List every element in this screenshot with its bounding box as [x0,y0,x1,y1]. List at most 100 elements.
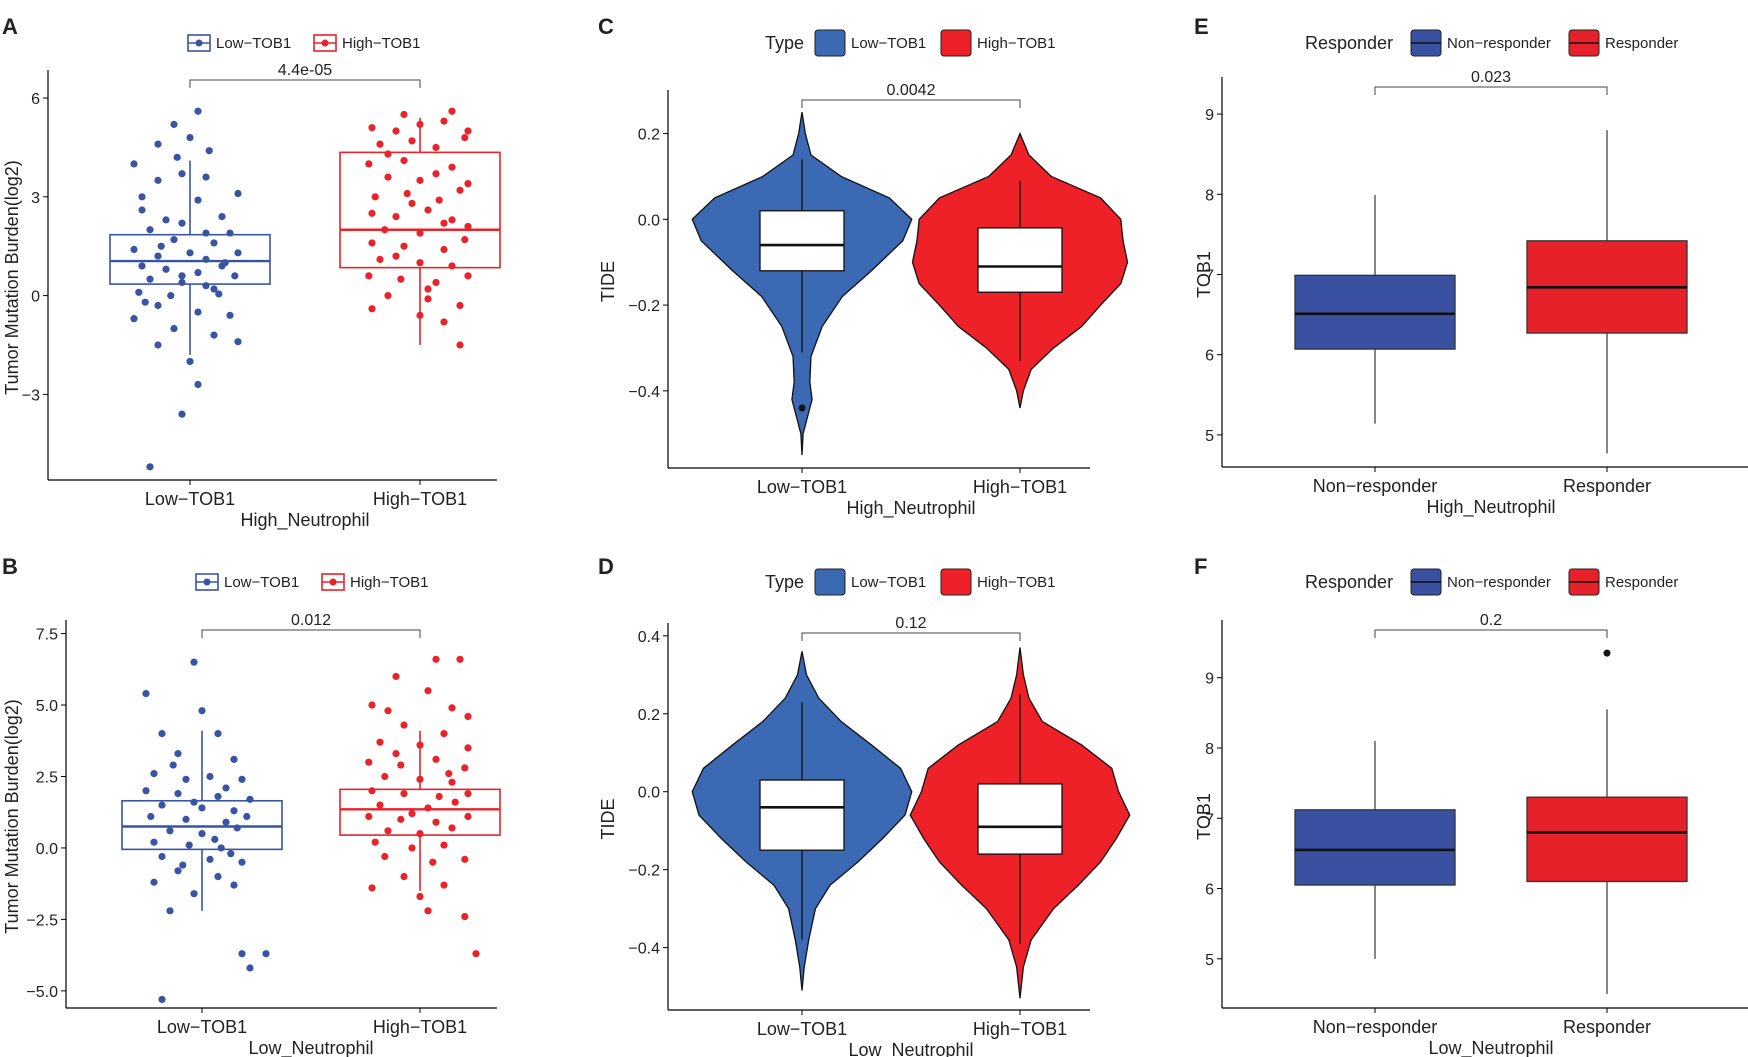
data-point [194,380,202,389]
y-axis-label: TOB1 [1194,793,1214,840]
data-point [210,285,218,293]
panel-label: C [598,14,614,39]
data-point [365,758,373,766]
box-1 [339,117,501,345]
data-point [464,127,472,135]
significance-bracket [801,99,1021,108]
data-point [416,830,424,838]
box-0 [109,160,271,355]
data-point [146,275,154,283]
y-tick-label: −5.0 [26,984,58,1001]
data-point [416,259,424,267]
data-point [147,812,155,821]
x-tick-label: Non−responder [1313,476,1438,496]
data-point [169,761,177,769]
data-point [234,189,242,198]
panel-label: D [598,554,614,579]
data-point [400,790,408,798]
data-point [230,807,238,815]
p-value-label: 0.023 [1471,69,1511,86]
y-tick-label: 6 [1205,882,1214,899]
x-axis-label: High_Neutrophil [1426,497,1555,518]
outlier-point [1603,649,1611,657]
data-point [376,738,384,746]
box-0 [759,702,845,940]
data-point [150,770,158,778]
data-point [202,173,210,181]
data-point [206,772,214,781]
box-body [759,779,845,851]
data-point [384,292,392,300]
data-point [154,252,162,260]
legend-dot [321,39,329,47]
data-point [174,867,182,875]
data-point [142,689,150,698]
data-point [173,153,181,161]
data-point [440,841,448,849]
y-tick-label: 5.0 [36,698,58,715]
data-point [211,835,219,843]
data-point [142,787,150,795]
data-point [166,907,174,915]
data-point [221,259,229,267]
legend-label: Non−responder [1447,574,1551,591]
data-point [384,150,392,158]
data-point [416,892,424,901]
data-point [202,282,210,290]
data-point [162,216,170,224]
data-point [146,463,154,471]
y-tick-label: −3 [22,387,40,404]
data-point [392,750,400,758]
data-point [194,107,202,115]
data-point [178,278,186,287]
data-point [218,212,226,221]
data-point [424,285,432,293]
y-axis-label: TIDE [598,798,618,839]
y-tick-label: 0.0 [638,785,660,802]
y-axis-label: Tumor Mutation Burden(log2) [2,160,22,394]
data-point [246,964,254,972]
panel-label: B [2,554,18,579]
data-point [400,721,408,729]
data-point [230,755,238,763]
data-point [461,133,469,142]
data-point [416,120,424,128]
box-0 [121,730,283,911]
data-point [130,245,138,254]
data-point [234,249,242,257]
data-point [376,801,384,809]
data-point [464,272,472,280]
data-point [166,827,174,835]
data-point [202,229,210,237]
data-point [186,357,194,366]
legend-title: Type [765,33,804,53]
x-tick-label: High−TOB1 [373,1017,467,1037]
legend-label: Low−TOB1 [851,574,926,591]
data-point [365,812,373,821]
data-point [162,265,170,273]
y-tick-label: 5 [1205,428,1214,445]
data-point [384,827,392,835]
x-tick-label: Non−responder [1313,1017,1438,1037]
y-axis-label: TOB1 [1194,251,1214,298]
y-tick-label: −0.4 [628,384,660,401]
legend-label: Low−TOB1 [224,574,299,591]
data-point [186,133,194,142]
data-point [408,199,416,208]
data-point [435,196,443,204]
y-tick-label: −2.5 [26,912,58,929]
data-point [440,318,448,326]
data-point [432,755,440,763]
data-point [424,206,432,214]
data-point [392,212,400,221]
box-1 [1526,130,1688,454]
data-point [424,804,432,812]
y-tick-label: 7.5 [36,627,58,644]
data-point [416,775,424,783]
box-0 [759,159,845,412]
data-point [215,290,223,298]
data-point [429,858,437,866]
data-point [408,844,416,852]
data-point [138,206,146,214]
data-point [150,878,158,886]
